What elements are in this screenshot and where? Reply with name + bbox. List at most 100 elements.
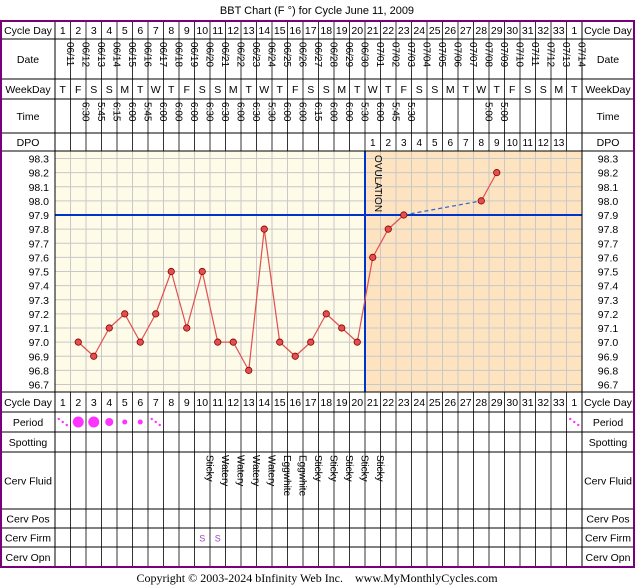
period-spot-marker [577, 423, 580, 427]
dpo-cell: 5 [432, 138, 438, 149]
temperature-point [322, 310, 330, 318]
time-cell: 5:45 [389, 102, 400, 122]
cerv-fluid-cell: Sticky [343, 455, 354, 482]
cycle-day-cell: 10 [196, 25, 208, 37]
cycle-day-cell: 2 [75, 25, 81, 37]
date-cell: 06/14 [110, 42, 121, 67]
weekday-cell: F [75, 84, 81, 96]
date-cell: 06/29 [343, 42, 354, 67]
y-tick-label-right: 96.8 [598, 365, 619, 377]
time-cell: 6:15 [110, 102, 121, 122]
cycle-day-cell: 11 [212, 25, 223, 37]
cycle-day-cell-bottom: 8 [168, 397, 174, 409]
date-cell: 06/12 [79, 42, 90, 67]
temperature-segment [248, 229, 265, 371]
cerv-fluid-label-left: Cerv Fluid [4, 476, 52, 488]
cycle-day-cell-bottom: 24 [413, 397, 425, 409]
weekday-cell: W [476, 84, 486, 96]
time-cell: 5:45 [141, 102, 152, 122]
date-cell: 07/12 [544, 42, 555, 67]
date-cell: 07/05 [436, 42, 447, 67]
time-cell: 6:30 [219, 102, 230, 122]
time-cell: 6:30 [203, 102, 214, 122]
period-heavy-marker [72, 416, 84, 428]
temperature-point [369, 253, 377, 261]
cerv-fluid-cell: Watery [219, 455, 230, 486]
dpo-cell: 7 [463, 138, 469, 149]
temperature-point [245, 366, 253, 374]
dpo-cell: 11 [523, 138, 534, 149]
temperature-point [214, 338, 222, 346]
cerv-fluid-cell: Sticky [358, 455, 369, 482]
dpo-cell: 10 [507, 138, 519, 149]
y-tick-label-right: 97.2 [598, 309, 619, 321]
temperature-segment [139, 313, 157, 343]
y-tick-label-left: 96.7 [29, 380, 50, 392]
temperature-point [74, 338, 82, 346]
weekday-cell: S [90, 84, 97, 96]
weekday-cell: T [385, 84, 392, 96]
temperature-segment [263, 229, 281, 343]
y-tick-label-right: 97.5 [598, 267, 619, 279]
cycle-day-bottom-label-left: Cycle Day [4, 397, 53, 409]
date-cell: 06/22 [234, 42, 245, 67]
date-cell: 06/15 [126, 42, 137, 67]
y-tick-label-left: 97.7 [29, 238, 50, 250]
cycle-day-cell: 12 [227, 25, 239, 37]
cycle-day-cell-bottom: 4 [106, 397, 112, 409]
cycle-day-cell: 3 [91, 25, 97, 37]
y-tick-label-left: 97.4 [29, 281, 50, 293]
table-outer-border [0, 20, 635, 568]
y-tick-label-right: 97.3 [598, 295, 619, 307]
cycle-day-bottom-label-right: Cycle Day [584, 397, 633, 409]
temperature-point [183, 324, 191, 332]
y-tick-label-left: 96.9 [29, 351, 50, 363]
cerv-fluid-cell: Eggwhite [296, 455, 307, 497]
period-spot-marker [158, 423, 161, 427]
weekday-cell: T [354, 84, 361, 96]
cycle-day-cell: 18 [320, 25, 332, 37]
y-tick-label-left: 97.9 [29, 210, 50, 222]
date-cell: 06/11 [64, 42, 75, 67]
dpo-cell: 8 [478, 138, 484, 149]
time-cell: 6:00 [157, 102, 168, 122]
period-label-right: Period [593, 417, 624, 429]
time-cell: 6:00 [172, 102, 183, 122]
cycle-day-cell-bottom: 3 [91, 397, 97, 409]
weekday-cell: S [214, 84, 221, 96]
cycle-day-cell-bottom: 10 [196, 397, 208, 409]
cycle-day-cell: 1 [60, 25, 66, 37]
temperature-point [167, 267, 175, 276]
cycle-day-cell: 28 [475, 25, 487, 37]
y-tick-label-right: 97.0 [598, 337, 619, 349]
weekday-label-right: WeekDay [585, 84, 631, 96]
cycle-day-cell-bottom: 19 [336, 397, 348, 409]
temperature-point [121, 310, 129, 318]
cycle-day-cell: 14 [258, 25, 270, 37]
weekday-cell: M [337, 84, 346, 96]
cycle-day-cell: 22 [382, 25, 394, 37]
cycle-day-cell-bottom: 21 [367, 397, 379, 409]
dpo-label-right: DPO [597, 137, 620, 149]
date-cell: 06/16 [141, 42, 152, 67]
date-cell: 06/17 [157, 42, 168, 67]
temperature-point [276, 338, 284, 346]
date-cell: 06/23 [250, 42, 261, 67]
cycle-day-cell-bottom: 22 [382, 397, 394, 409]
temperature-point [477, 197, 485, 205]
weekday-cell: F [184, 84, 190, 96]
date-cell: 07/04 [420, 42, 431, 67]
cycle-day-cell: 26 [444, 25, 456, 37]
weekday-cell: M [120, 84, 129, 96]
spotting-label-right: Spotting [589, 437, 628, 449]
weekday-cell: W [151, 84, 161, 96]
time-cell: 6:00 [327, 102, 338, 122]
time-cell: 6:00 [296, 102, 307, 122]
cycle-day-cell-bottom: 7 [153, 397, 159, 409]
temperature-segment [232, 341, 250, 371]
cycle-day-cell: 21 [367, 25, 379, 37]
time-cell: 6:00 [188, 102, 199, 122]
y-tick-label-left: 97.8 [29, 224, 50, 236]
temperature-segment [155, 271, 172, 315]
y-tick-label-left: 97.6 [29, 252, 50, 264]
